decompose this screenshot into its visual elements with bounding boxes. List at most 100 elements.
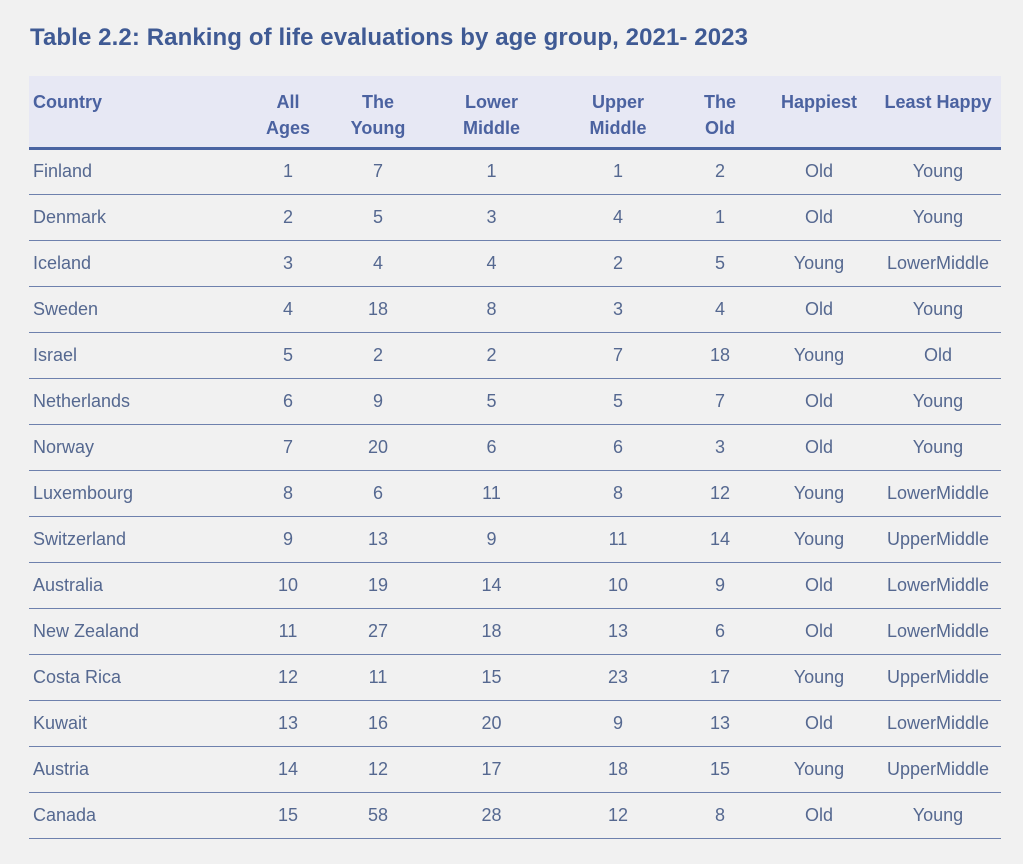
upper-middle-cell: 18	[559, 746, 677, 793]
column-header-lower-middle: Lower Middle	[424, 76, 559, 150]
upper-middle-cell: 1	[559, 148, 677, 195]
young-cell: 16	[332, 700, 424, 747]
column-header-happiest: Happiest	[763, 76, 875, 150]
least-happy-cell: UpperMiddle	[875, 516, 1001, 563]
young-cell: 6	[332, 470, 424, 517]
lower-middle-cell: 4	[424, 240, 559, 287]
upper-middle-cell: 23	[559, 654, 677, 701]
young-cell: 5	[332, 194, 424, 241]
column-header-country: Country	[29, 76, 244, 150]
lower-middle-cell: 8	[424, 286, 559, 333]
happiest-cell: Young	[763, 332, 875, 379]
country-cell: Netherlands	[29, 378, 244, 425]
old-cell: 5	[677, 240, 763, 287]
least-happy-cell: Young	[875, 792, 1001, 839]
least-happy-cell: Young	[875, 424, 1001, 471]
all-ages-cell: 6	[244, 378, 332, 425]
happiest-cell: Young	[763, 516, 875, 563]
all-ages-cell: 2	[244, 194, 332, 241]
upper-middle-cell: 12	[559, 792, 677, 839]
lower-middle-cell: 1	[424, 148, 559, 195]
young-cell: 58	[332, 792, 424, 839]
table-row: Costa Rica 12 11 15 23 17 Young UpperMiddle	[29, 654, 1001, 701]
column-header-the-old: The Old	[677, 76, 763, 150]
ranking-table: Country All Ages The Young Lower Middle …	[29, 76, 1001, 839]
country-cell: Sweden	[29, 286, 244, 333]
country-cell: Switzerland	[29, 516, 244, 563]
lower-middle-cell: 20	[424, 700, 559, 747]
lower-middle-cell: 9	[424, 516, 559, 563]
young-cell: 4	[332, 240, 424, 287]
column-header-upper-middle: Upper Middle	[559, 76, 677, 150]
young-cell: 20	[332, 424, 424, 471]
young-cell: 19	[332, 562, 424, 609]
country-cell: Australia	[29, 562, 244, 609]
all-ages-cell: 4	[244, 286, 332, 333]
young-cell: 13	[332, 516, 424, 563]
old-cell: 7	[677, 378, 763, 425]
least-happy-cell: Young	[875, 286, 1001, 333]
least-happy-cell: UpperMiddle	[875, 746, 1001, 793]
old-cell: 15	[677, 746, 763, 793]
all-ages-cell: 14	[244, 746, 332, 793]
country-cell: Luxembourg	[29, 470, 244, 517]
upper-middle-cell: 10	[559, 562, 677, 609]
all-ages-cell: 8	[244, 470, 332, 517]
country-cell: Austria	[29, 746, 244, 793]
all-ages-cell: 1	[244, 148, 332, 195]
happiest-cell: Old	[763, 148, 875, 195]
young-cell: 12	[332, 746, 424, 793]
old-cell: 2	[677, 148, 763, 195]
all-ages-cell: 9	[244, 516, 332, 563]
country-cell: Denmark	[29, 194, 244, 241]
upper-middle-cell: 4	[559, 194, 677, 241]
lower-middle-cell: 15	[424, 654, 559, 701]
table-row: Denmark 2 5 3 4 1 Old Young	[29, 194, 1001, 241]
table-body: Finland 1 7 1 1 2 Old Young Denmark 2 5 3 4 1 Old Young…	[29, 148, 1001, 839]
table-row: Austria 14 12 17 18 15 Young UpperMiddle	[29, 746, 1001, 793]
table-row: Kuwait 13 16 20 9 13 Old LowerMiddle	[29, 700, 1001, 747]
young-cell: 9	[332, 378, 424, 425]
table-row: Israel 5 2 2 7 18 Young Old	[29, 332, 1001, 379]
country-cell: Kuwait	[29, 700, 244, 747]
least-happy-cell: LowerMiddle	[875, 470, 1001, 517]
lower-middle-cell: 14	[424, 562, 559, 609]
old-cell: 17	[677, 654, 763, 701]
upper-middle-cell: 7	[559, 332, 677, 379]
least-happy-cell: LowerMiddle	[875, 700, 1001, 747]
least-happy-cell: LowerMiddle	[875, 608, 1001, 655]
all-ages-cell: 15	[244, 792, 332, 839]
lower-middle-cell: 17	[424, 746, 559, 793]
upper-middle-cell: 8	[559, 470, 677, 517]
happiest-cell: Young	[763, 470, 875, 517]
least-happy-cell: Young	[875, 378, 1001, 425]
old-cell: 3	[677, 424, 763, 471]
all-ages-cell: 11	[244, 608, 332, 655]
happiest-cell: Old	[763, 792, 875, 839]
all-ages-cell: 5	[244, 332, 332, 379]
country-cell: Costa Rica	[29, 654, 244, 701]
lower-middle-cell: 6	[424, 424, 559, 471]
happiest-cell: Young	[763, 654, 875, 701]
upper-middle-cell: 11	[559, 516, 677, 563]
all-ages-cell: 3	[244, 240, 332, 287]
happiest-cell: Old	[763, 286, 875, 333]
all-ages-cell: 12	[244, 654, 332, 701]
happiest-cell: Old	[763, 700, 875, 747]
least-happy-cell: Old	[875, 332, 1001, 379]
old-cell: 13	[677, 700, 763, 747]
table-row: Canada 15 58 28 12 8 Old Young	[29, 792, 1001, 839]
lower-middle-cell: 11	[424, 470, 559, 517]
table-row: Finland 1 7 1 1 2 Old Young	[29, 148, 1001, 195]
upper-middle-cell: 13	[559, 608, 677, 655]
happiest-cell: Old	[763, 378, 875, 425]
all-ages-cell: 7	[244, 424, 332, 471]
happiest-cell: Young	[763, 746, 875, 793]
country-cell: New Zealand	[29, 608, 244, 655]
table-row: Norway 7 20 6 6 3 Old Young	[29, 424, 1001, 471]
page-title: Table 2.2: Ranking of life evaluations b…	[30, 24, 749, 51]
table-row: Sweden 4 18 8 3 4 Old Young	[29, 286, 1001, 333]
table-row: Australia 10 19 14 10 9 Old LowerMiddle	[29, 562, 1001, 609]
upper-middle-cell: 5	[559, 378, 677, 425]
upper-middle-cell: 3	[559, 286, 677, 333]
